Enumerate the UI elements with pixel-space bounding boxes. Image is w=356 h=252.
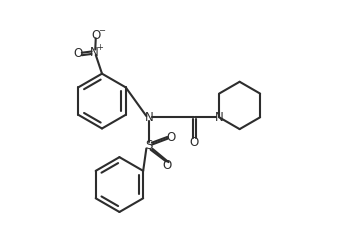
Text: O: O <box>166 131 175 144</box>
Text: N: N <box>145 111 154 124</box>
Text: N: N <box>90 46 99 59</box>
Text: S: S <box>146 139 153 152</box>
Text: +: + <box>96 44 104 52</box>
Text: −: − <box>98 26 105 35</box>
Text: O: O <box>91 28 100 42</box>
Text: O: O <box>74 47 83 60</box>
Text: O: O <box>190 136 199 149</box>
Text: N: N <box>215 111 224 124</box>
Text: O: O <box>162 159 171 172</box>
